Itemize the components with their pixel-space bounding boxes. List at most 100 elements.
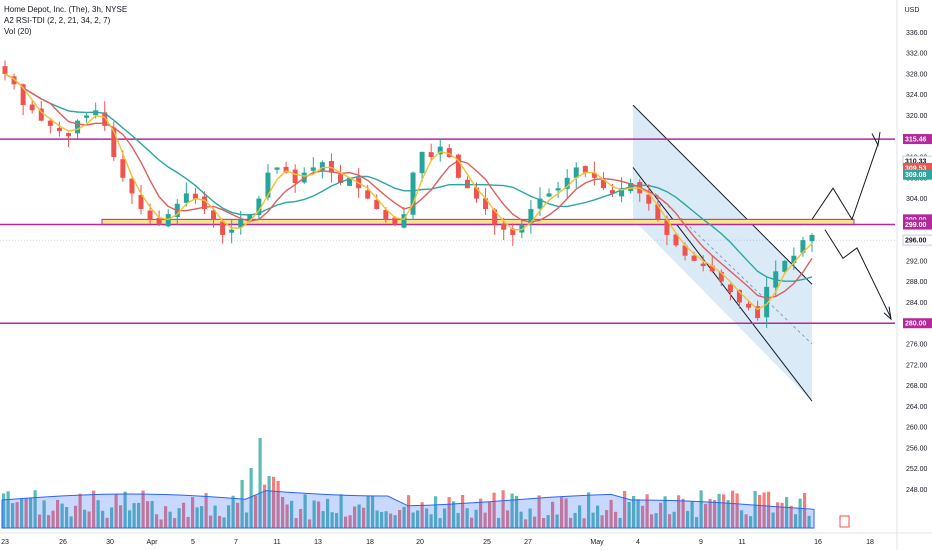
price-tag	[903, 219, 932, 230]
candle-body	[56, 128, 62, 132]
volume-bar	[128, 510, 132, 528]
price-tag	[903, 169, 932, 180]
x-tick-label: 25	[483, 539, 491, 546]
candle-body	[528, 208, 534, 224]
volume-bar	[344, 516, 348, 528]
x-tick-label: 18	[866, 539, 874, 546]
volume-bar	[60, 503, 64, 528]
volume-bar	[254, 495, 258, 528]
volume-bar	[452, 501, 456, 528]
volume-bar	[204, 493, 208, 528]
price-tag	[903, 134, 932, 145]
volume-bar	[267, 476, 271, 528]
price-tag-label: 310.33	[905, 159, 927, 166]
y-tick-label: 284.00	[906, 300, 928, 307]
candle-body	[800, 240, 806, 253]
candle-body	[419, 151, 425, 174]
candle-body	[555, 188, 561, 191]
candle-body	[673, 234, 679, 246]
volume-bar	[168, 511, 172, 528]
candle-body	[727, 284, 733, 293]
volume-bar	[236, 502, 240, 528]
y-tick-label: 268.00	[906, 383, 928, 390]
candle-body	[201, 196, 207, 209]
volume-bar	[69, 516, 73, 528]
channel-lower-line	[632, 167, 813, 402]
candle-body	[102, 112, 108, 126]
volume-bar	[722, 494, 726, 528]
volume-bar	[600, 515, 604, 528]
candle-body	[2, 66, 8, 74]
volume-bar	[654, 513, 658, 528]
volume-bar	[564, 498, 568, 528]
x-tick-label: 7	[234, 539, 238, 546]
volume-bar	[618, 517, 622, 528]
volume-bar	[92, 490, 96, 528]
volume-bar	[330, 512, 334, 528]
candle-body	[791, 255, 797, 264]
x-tick-label: 30	[106, 539, 114, 546]
volume-bar	[114, 493, 118, 528]
candle-body	[292, 169, 298, 183]
candle-body	[746, 303, 752, 308]
volume-bar	[33, 490, 37, 528]
candle-body	[736, 289, 742, 303]
candle-body	[546, 193, 552, 197]
price-tag-label: 296.00	[905, 238, 927, 245]
volume-bar	[47, 515, 51, 528]
volume-bar	[587, 492, 591, 528]
volume-bar	[731, 490, 735, 528]
y-tick-label: 336.00	[906, 30, 928, 37]
candle-body	[501, 223, 507, 230]
volume-bar	[456, 512, 460, 528]
volume-bar	[740, 510, 744, 528]
volume-bar	[650, 514, 654, 528]
volume-bar	[339, 494, 343, 528]
volume-bar	[461, 494, 465, 528]
candle-body	[483, 198, 489, 209]
volume-bar	[56, 499, 60, 528]
candle-body	[655, 204, 661, 220]
volume-bar	[348, 515, 352, 528]
volume-bar	[20, 498, 24, 528]
volume-bar	[704, 504, 708, 528]
volume-bar	[663, 496, 667, 528]
volume-bar	[713, 500, 717, 528]
price-tag	[903, 162, 932, 173]
candle-body	[365, 190, 371, 199]
price-tag	[903, 318, 932, 329]
volume-bar	[335, 513, 339, 528]
volume-bar	[384, 511, 388, 528]
volume-bar	[677, 495, 681, 528]
volume-bar	[375, 510, 379, 528]
x-tick-label: 5	[191, 539, 195, 546]
candle-body	[65, 133, 71, 137]
volume-bar	[596, 505, 600, 528]
volume-bar	[119, 505, 123, 528]
volume-bar	[605, 510, 609, 528]
volume-bar	[290, 500, 294, 528]
volume-bar	[6, 491, 10, 528]
volume-bar	[623, 491, 627, 528]
volume-bar	[690, 501, 694, 528]
y-tick-label: 248.00	[906, 487, 928, 494]
candle-body	[582, 166, 588, 173]
y-tick-label: 304.00	[906, 196, 928, 203]
volume-bar	[200, 506, 204, 528]
candle-body	[347, 177, 353, 186]
candle-body	[247, 214, 253, 220]
x-tick-label: 16	[814, 539, 822, 546]
candle-body	[537, 198, 543, 209]
y-tick-label: 252.00	[906, 466, 928, 473]
volume-bar	[546, 515, 550, 528]
volume-bar	[524, 519, 528, 528]
x-tick-label: 11	[738, 539, 745, 546]
legend-indicator-rsi: A2 RSI-TDI (2, 2, 21, 34, 2, 7)	[4, 16, 111, 25]
price-tag-label: 299.00	[905, 222, 927, 229]
volume-bar	[591, 512, 595, 528]
volume-bar	[177, 508, 181, 528]
candle-body	[809, 234, 815, 242]
volume-bar	[429, 514, 433, 528]
volume-bar	[42, 500, 46, 528]
